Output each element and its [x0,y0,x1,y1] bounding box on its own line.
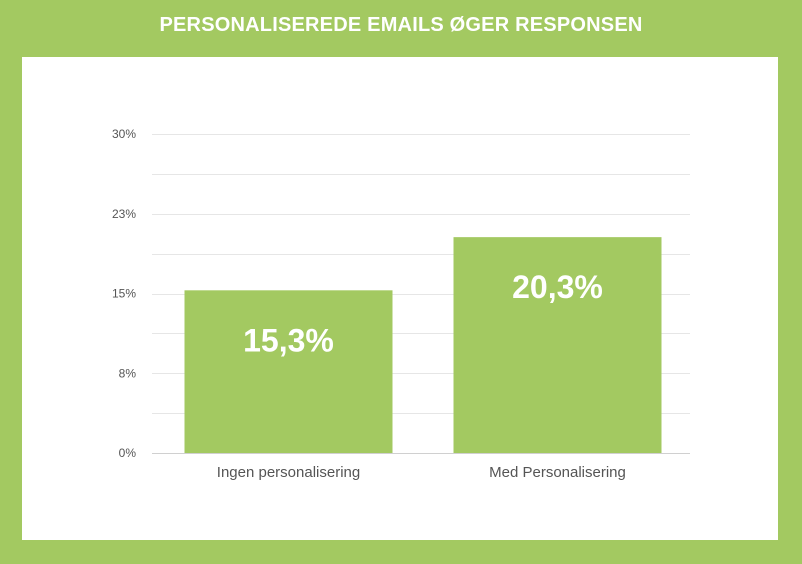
bar-data-label: 15,3% [243,322,334,358]
x-category-label: Med Personalisering [489,464,626,481]
y-tick-label: 30% [112,127,136,141]
y-tick-label: 23% [112,207,136,221]
bar-data-label: 20,3% [512,269,603,305]
bar [184,290,393,453]
x-axis-categories: Ingen personalisering Med Personalisering [217,464,626,481]
chart-title: PERSONALISEREDE EMAILS ØGER RESPONSEN [159,14,643,36]
y-tick-label: 0% [119,446,137,460]
y-axis-ticks: 0% 8% 15% 23% 30% [112,127,136,460]
gridlines [152,134,690,454]
data-labels: 15,3% 20,3% [243,269,603,358]
x-category-label: Ingen personalisering [217,464,360,481]
y-tick-label: 15% [112,287,136,301]
y-tick-label: 8% [119,366,137,380]
bar [453,237,662,453]
bars [184,237,662,453]
